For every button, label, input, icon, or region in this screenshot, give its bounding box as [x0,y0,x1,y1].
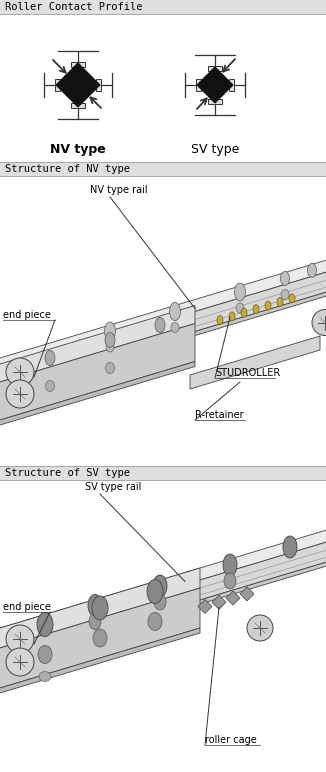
Polygon shape [0,306,195,388]
Ellipse shape [283,536,297,558]
Polygon shape [0,541,326,666]
Ellipse shape [46,381,54,391]
Ellipse shape [38,645,52,663]
Polygon shape [96,79,101,91]
Polygon shape [229,79,234,91]
Ellipse shape [241,308,247,317]
Ellipse shape [170,303,181,320]
Circle shape [247,615,273,641]
Ellipse shape [45,350,55,365]
Ellipse shape [217,316,223,324]
Text: SV type rail: SV type rail [85,482,141,492]
Text: Structure of NV type: Structure of NV type [5,164,130,174]
Ellipse shape [106,363,114,374]
Polygon shape [0,271,326,396]
Ellipse shape [236,303,244,313]
Polygon shape [0,529,326,646]
Polygon shape [0,588,200,694]
Text: end piece: end piece [3,310,51,320]
Polygon shape [190,336,320,389]
Circle shape [6,358,34,386]
Polygon shape [0,568,200,654]
Ellipse shape [277,297,283,306]
Ellipse shape [153,575,167,597]
Ellipse shape [106,342,114,352]
Ellipse shape [105,333,115,347]
Ellipse shape [224,573,236,589]
Ellipse shape [37,612,53,636]
Polygon shape [196,79,201,91]
Ellipse shape [229,312,235,321]
Polygon shape [0,561,326,670]
Text: Structure of SV type: Structure of SV type [5,468,130,478]
Polygon shape [71,103,85,108]
Ellipse shape [155,317,165,333]
Polygon shape [208,99,222,104]
Ellipse shape [171,323,179,333]
Polygon shape [0,628,200,699]
Polygon shape [226,591,240,605]
Text: SV type: SV type [191,143,239,156]
Ellipse shape [39,672,51,682]
Polygon shape [0,323,195,426]
Ellipse shape [105,322,115,340]
Text: NV type rail: NV type rail [90,185,148,195]
Polygon shape [240,587,254,601]
Polygon shape [212,595,226,609]
Ellipse shape [289,294,295,303]
Ellipse shape [92,596,108,620]
Circle shape [6,625,34,653]
Polygon shape [0,361,195,431]
Text: STUDROLLER: STUDROLLER [215,368,280,378]
Ellipse shape [148,612,162,631]
Circle shape [6,648,34,676]
Text: end piece: end piece [3,602,51,612]
Polygon shape [197,67,233,103]
Ellipse shape [265,301,271,310]
Ellipse shape [234,283,245,301]
Ellipse shape [89,614,101,629]
Ellipse shape [280,272,289,286]
Polygon shape [71,62,85,67]
Polygon shape [55,79,60,91]
Polygon shape [0,259,326,376]
Text: R-retainer: R-retainer [195,410,244,420]
Polygon shape [208,66,222,71]
Ellipse shape [147,580,163,604]
Ellipse shape [307,263,317,277]
Polygon shape [0,466,326,480]
Polygon shape [56,63,100,107]
Circle shape [312,310,326,336]
Text: Roller Contact Profile: Roller Contact Profile [5,2,142,12]
Polygon shape [198,600,212,614]
Ellipse shape [281,290,289,300]
Circle shape [6,380,34,408]
Ellipse shape [253,305,259,313]
Ellipse shape [154,594,166,610]
Polygon shape [0,162,326,176]
Polygon shape [0,0,326,14]
Ellipse shape [88,594,102,617]
Ellipse shape [223,554,237,576]
Ellipse shape [93,629,107,647]
Text: roller cage: roller cage [205,735,257,745]
Text: NV type: NV type [50,143,106,156]
Polygon shape [0,291,326,400]
